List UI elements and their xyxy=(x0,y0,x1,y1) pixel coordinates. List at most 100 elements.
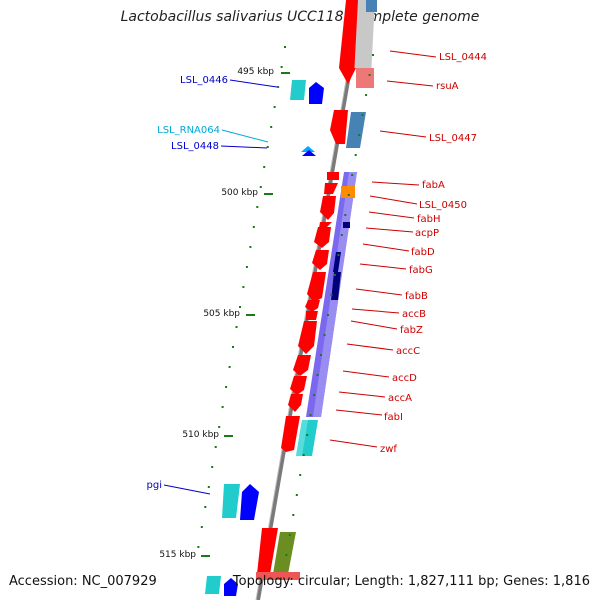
gene-arrow-fabi[interactable] xyxy=(288,394,303,412)
guide-dot xyxy=(277,86,280,88)
gene-arrow-fabd[interactable] xyxy=(314,227,331,248)
gene-arrow-lsl0446[interactable] xyxy=(309,82,324,104)
label-acca[interactable]: accA xyxy=(388,393,412,404)
guide-dot xyxy=(284,46,286,48)
guide-dot xyxy=(292,514,295,516)
label-fabz[interactable]: fabZ xyxy=(400,325,423,336)
leader-accd xyxy=(342,370,390,378)
ruler-label-505: 505 kbp xyxy=(203,309,240,319)
label-lsl0444[interactable]: LSL_0444 xyxy=(439,52,487,63)
gene-arrow-accd[interactable] xyxy=(293,355,311,376)
gene-arrow-accb[interactable] xyxy=(305,300,320,312)
label-rsua[interactable]: rsuA xyxy=(436,81,459,92)
leader-pgi xyxy=(163,484,211,495)
gene-arrow-fabb[interactable] xyxy=(307,272,326,302)
guide-dot xyxy=(242,286,245,288)
label-fabi[interactable]: fabI xyxy=(384,412,403,423)
label-lsl0446[interactable]: LSL_0446 xyxy=(180,75,228,86)
label-zwf[interactable]: zwf xyxy=(380,444,397,455)
leader-fabd xyxy=(362,243,410,252)
guide-dot xyxy=(295,494,298,496)
gene-arrow-bottom-red[interactable] xyxy=(257,528,278,574)
cog-block-bottom-olive[interactable] xyxy=(273,532,296,574)
guide-dot xyxy=(214,446,217,448)
guide-dot xyxy=(351,174,354,176)
gene-arrow-lsl0448[interactable] xyxy=(302,150,316,156)
label-accb[interactable]: accB xyxy=(402,309,426,320)
guide-dots-right xyxy=(285,54,374,556)
rna-arrow-lsl-rna064[interactable] xyxy=(301,146,315,152)
cog-block-zwf-shade[interactable] xyxy=(296,420,308,456)
guide-dot xyxy=(225,386,228,388)
guide-dot xyxy=(306,434,309,436)
guide-dot xyxy=(347,194,350,196)
cog-block-pgi[interactable] xyxy=(222,484,240,518)
label-lsl0450[interactable]: LSL_0450 xyxy=(419,200,467,211)
gene-arrow-fabz[interactable] xyxy=(306,311,318,320)
bottom-red-stripe[interactable] xyxy=(256,572,300,580)
gene-arrow-pgi[interactable] xyxy=(240,484,259,520)
left-labels: LSL_0446 LSL_RNA064 LSL_0448 pgi xyxy=(147,75,278,495)
guide-dot xyxy=(337,254,340,256)
gene-arrow-lsl0447[interactable] xyxy=(330,110,348,144)
guide-dot xyxy=(259,186,262,188)
gene-arrow-accc[interactable] xyxy=(298,321,317,354)
guide-dot xyxy=(309,414,312,416)
cog-block-lsl0447[interactable] xyxy=(346,112,366,148)
guide-dot xyxy=(323,334,326,336)
guide-dot xyxy=(368,74,371,76)
gene-arrow-fabg[interactable] xyxy=(312,250,329,270)
leader-fabh xyxy=(368,211,415,219)
guide-dot xyxy=(207,486,210,488)
accession-text: Accession: NC_007929 xyxy=(9,574,157,589)
leader-acca xyxy=(338,391,386,398)
guide-dot xyxy=(239,306,241,308)
label-accc[interactable]: accC xyxy=(396,346,420,357)
guide-dot xyxy=(200,526,203,528)
guide-dot xyxy=(316,374,319,376)
cog-block-lsl0450[interactable] xyxy=(341,186,355,198)
cog-block-bottom-left[interactable] xyxy=(205,576,221,594)
genome-summary-text: Topology: circular; Length: 1,827,111 bp… xyxy=(232,574,590,589)
label-acpp[interactable]: acpP xyxy=(415,228,439,239)
gene-arrow-acpp[interactable] xyxy=(319,222,332,228)
label-fabg[interactable]: fabG xyxy=(409,265,433,276)
label-fabb[interactable]: fabB xyxy=(405,291,428,302)
guide-dot xyxy=(302,454,305,456)
ruler-label-495: 495 kbp xyxy=(237,67,274,77)
cog-block-acpp[interactable] xyxy=(343,222,350,228)
leader-lsl0444 xyxy=(389,50,437,58)
guide-dot xyxy=(340,234,343,236)
ruler-label-515: 515 kbp xyxy=(159,550,196,560)
label-lsl0447[interactable]: LSL_0447 xyxy=(429,133,477,144)
label-accd[interactable]: accD xyxy=(392,373,417,384)
label-fabh[interactable]: fabH xyxy=(417,214,441,225)
gene-arrow-lsl0450[interactable] xyxy=(324,183,338,194)
gene-arrow-faba[interactable] xyxy=(327,172,339,180)
cog-block-lsl0446[interactable] xyxy=(290,80,306,100)
gene-arrow-zwf[interactable] xyxy=(281,416,300,452)
guide-dot xyxy=(249,246,252,248)
label-fabd[interactable]: fabD xyxy=(411,247,435,258)
guide-dot xyxy=(235,326,238,328)
cog-block-lsl0444[interactable] xyxy=(354,0,375,68)
cog-block-fabg[interactable] xyxy=(333,252,341,272)
label-lsl-rna064[interactable]: LSL_RNA064 xyxy=(157,125,220,136)
gene-arrow-bottom-left[interactable] xyxy=(224,578,238,596)
guide-dot xyxy=(232,346,234,348)
label-lsl0448[interactable]: LSL_0448 xyxy=(171,141,219,152)
cog-block-rsua[interactable] xyxy=(356,68,374,88)
guide-dot xyxy=(252,226,255,228)
leader-lsl0450 xyxy=(369,195,418,205)
guide-dot xyxy=(372,54,374,56)
gene-arrow-fabh[interactable] xyxy=(320,196,336,220)
guide-dot xyxy=(344,214,347,216)
guide-dot xyxy=(280,66,283,68)
cog-block-fabb[interactable] xyxy=(331,272,341,300)
cog-block-lsl0444-top[interactable] xyxy=(366,0,377,12)
gene-arrow-acca[interactable] xyxy=(290,376,307,395)
map-title: Lactobacillus salivarius UCC118, complet… xyxy=(120,9,480,25)
label-faba[interactable]: fabA xyxy=(422,180,445,191)
label-pgi[interactable]: pgi xyxy=(147,480,162,491)
